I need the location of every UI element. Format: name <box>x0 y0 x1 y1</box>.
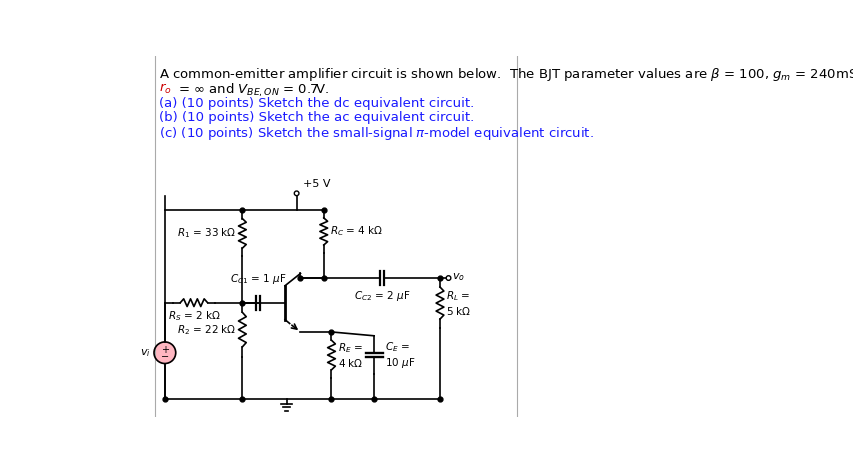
Text: $r_o$: $r_o$ <box>160 82 172 96</box>
Text: $R_2$ = 22 k$\Omega$: $R_2$ = 22 k$\Omega$ <box>177 323 236 337</box>
Circle shape <box>154 342 176 363</box>
Text: $C_E$ =
10 $\mu$F: $C_E$ = 10 $\mu$F <box>385 340 415 370</box>
Text: $C_{C2}$ = 2 $\mu$F: $C_{C2}$ = 2 $\mu$F <box>353 289 409 303</box>
Text: +: + <box>160 345 169 355</box>
Text: $R_E$ =
4 k$\Omega$: $R_E$ = 4 k$\Omega$ <box>337 341 363 369</box>
Text: $R_L$ =
5 k$\Omega$: $R_L$ = 5 k$\Omega$ <box>445 289 471 317</box>
Text: (c) (10 points) Sketch the small-signal $\pi$-model equivalent circuit.: (c) (10 points) Sketch the small-signal … <box>160 125 594 142</box>
Text: (a) (10 points) Sketch the dc equivalent circuit.: (a) (10 points) Sketch the dc equivalent… <box>160 97 474 110</box>
Text: +5 V: +5 V <box>303 180 330 189</box>
Text: $C_{C1}$ = 1 $\mu$F: $C_{C1}$ = 1 $\mu$F <box>229 272 286 286</box>
Text: A common-emitter amplifier circuit is shown below.  The BJT parameter values are: A common-emitter amplifier circuit is sh… <box>160 66 853 83</box>
Text: $v_i$: $v_i$ <box>140 347 151 359</box>
Text: (b) (10 points) Sketch the ac equivalent circuit.: (b) (10 points) Sketch the ac equivalent… <box>160 111 474 124</box>
Text: = $\infty$ and $V_{BE, ON}$ = 0.7V.: = $\infty$ and $V_{BE, ON}$ = 0.7V. <box>177 82 329 99</box>
Text: −: − <box>160 352 169 362</box>
Text: $v_o$: $v_o$ <box>452 272 465 283</box>
Text: $R_S$ = 2 k$\Omega$: $R_S$ = 2 k$\Omega$ <box>167 310 220 324</box>
Text: $R_C$ = 4 k$\Omega$: $R_C$ = 4 k$\Omega$ <box>329 225 383 238</box>
Text: $R_1$ = 33 k$\Omega$: $R_1$ = 33 k$\Omega$ <box>177 227 236 240</box>
